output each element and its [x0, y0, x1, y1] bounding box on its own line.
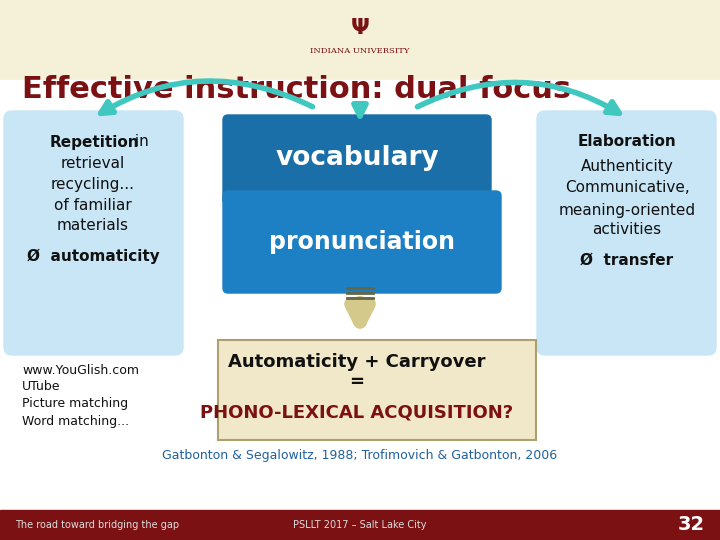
Text: Repetition: Repetition — [50, 134, 140, 150]
Text: INDIANA UNIVERSITY: INDIANA UNIVERSITY — [310, 47, 410, 55]
Bar — [0, 80, 720, 510]
Text: Elaboration: Elaboration — [577, 134, 676, 150]
Text: Gatbonton & Segalowitz, 1988; Trofimovich & Gatbonton, 2006: Gatbonton & Segalowitz, 1988; Trofimovic… — [163, 449, 557, 462]
Text: The road toward bridging the gap: The road toward bridging the gap — [15, 520, 179, 530]
FancyBboxPatch shape — [223, 115, 491, 205]
Text: Ø  transfer: Ø transfer — [580, 253, 674, 267]
Text: Ø  automaticity: Ø automaticity — [27, 248, 159, 264]
Bar — [0, 0, 720, 80]
Text: www.YouGlish.com: www.YouGlish.com — [22, 363, 139, 376]
Text: Communicative,: Communicative, — [564, 180, 689, 195]
Text: activities: activities — [593, 222, 662, 238]
Text: PHONO-LEXICAL ACQUISITION?: PHONO-LEXICAL ACQUISITION? — [200, 403, 513, 421]
FancyBboxPatch shape — [4, 111, 183, 355]
Text: recycling...: recycling... — [51, 178, 135, 192]
FancyBboxPatch shape — [218, 340, 536, 440]
Text: vocabulary: vocabulary — [275, 145, 439, 171]
Bar — [0, 510, 720, 540]
Text: =: = — [349, 373, 364, 391]
Text: pronunciation: pronunciation — [269, 230, 455, 254]
Text: Automaticity + Carryover: Automaticity + Carryover — [228, 353, 486, 371]
Text: Picture matching: Picture matching — [22, 397, 128, 410]
Text: Authenticity: Authenticity — [580, 159, 673, 173]
Text: Effective instruction: dual focus: Effective instruction: dual focus — [22, 76, 571, 105]
Text: UTube: UTube — [22, 381, 60, 394]
Text: Word matching...: Word matching... — [22, 415, 129, 428]
Text: 32: 32 — [678, 516, 705, 535]
Text: PSLLT 2017 – Salt Lake City: PSLLT 2017 – Salt Lake City — [293, 520, 427, 530]
Text: meaning-oriented: meaning-oriented — [559, 202, 696, 218]
Text: retrieval: retrieval — [61, 157, 125, 172]
FancyBboxPatch shape — [537, 111, 716, 355]
Text: in: in — [130, 134, 149, 150]
Text: of familiar: of familiar — [54, 199, 132, 213]
Text: Ψ: Ψ — [351, 18, 369, 38]
Text: materials: materials — [57, 219, 129, 233]
FancyBboxPatch shape — [223, 191, 501, 293]
